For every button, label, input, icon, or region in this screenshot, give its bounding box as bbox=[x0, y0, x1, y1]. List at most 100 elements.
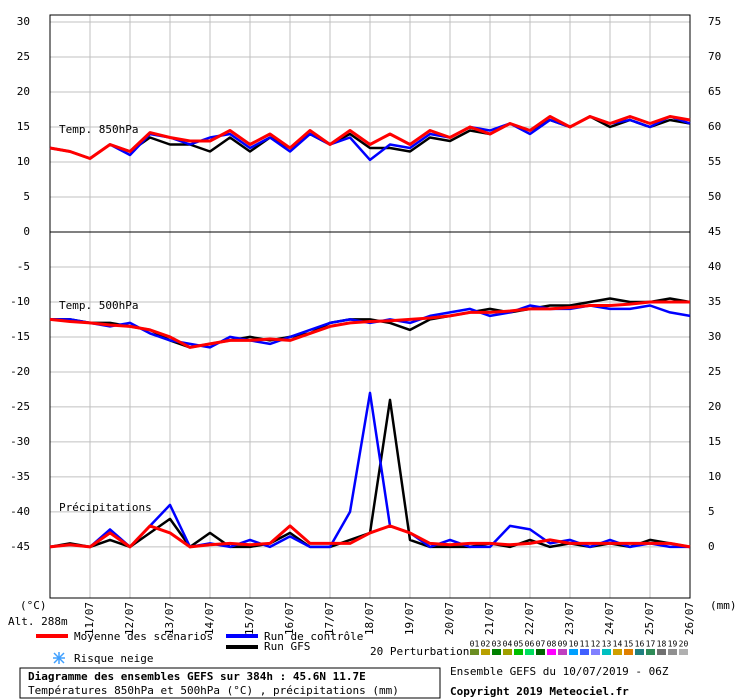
y-tick-label: -45 bbox=[10, 540, 30, 553]
y-tick-label: 0 bbox=[23, 225, 30, 238]
altitude: Alt. 288m bbox=[8, 615, 68, 628]
perturbation-swatch bbox=[569, 649, 578, 655]
perturbation-swatch bbox=[646, 649, 655, 655]
y2-tick-label: 50 bbox=[708, 190, 721, 203]
perturbation-swatch bbox=[470, 649, 479, 655]
perturbation-number: 01 bbox=[470, 640, 480, 649]
x-tick-label: 21/07 bbox=[483, 602, 496, 635]
perturbation-number: 14 bbox=[613, 640, 623, 649]
perturbation-swatch bbox=[657, 649, 666, 655]
perturbation-number: 18 bbox=[657, 640, 667, 649]
perturbation-number: 08 bbox=[547, 640, 557, 649]
perturbation-swatch bbox=[536, 649, 545, 655]
legend-label: Run GFS bbox=[264, 640, 310, 653]
perturbation-number: 10 bbox=[569, 640, 579, 649]
plot: 302520151050-5-10-15-20-25-30-35-40-4575… bbox=[10, 14, 721, 635]
y-tick-label: 25 bbox=[17, 50, 30, 63]
perturbation-number: 12 bbox=[591, 640, 601, 649]
footer-subtitle: Températures 850hPa et 500hPa (°C) , pré… bbox=[28, 684, 399, 697]
y2-tick-label: 25 bbox=[708, 365, 721, 378]
x-tick-label: 25/07 bbox=[643, 602, 656, 635]
x-tick-label: 17/07 bbox=[323, 602, 336, 635]
x-tick-label: 13/07 bbox=[163, 602, 176, 635]
panel-label: Temp. 850hPa bbox=[59, 123, 138, 136]
y2-tick-label: 0 bbox=[708, 540, 715, 553]
y2-tick-label: 45 bbox=[708, 225, 721, 238]
footer-run: Ensemble GEFS du 10/07/2019 - 06Z bbox=[450, 665, 669, 678]
x-tick-label: 22/07 bbox=[523, 602, 536, 635]
perturbation-swatch bbox=[580, 649, 589, 655]
footer-copyright: Copyright 2019 Meteociel.fr bbox=[450, 685, 629, 698]
y2-tick-label: 35 bbox=[708, 295, 721, 308]
perturbation-swatch bbox=[547, 649, 556, 655]
perturbation-number: 09 bbox=[558, 640, 568, 649]
y2-tick-label: 40 bbox=[708, 260, 721, 273]
perturbation-number: 04 bbox=[503, 640, 513, 649]
y2-tick-label: 30 bbox=[708, 330, 721, 343]
x-tick-label: 18/07 bbox=[363, 602, 376, 635]
y2-tick-label: 70 bbox=[708, 50, 721, 63]
y2-tick-label: 10 bbox=[708, 470, 721, 483]
perturbation-number: 17 bbox=[646, 640, 656, 649]
perturbation-number: 03 bbox=[492, 640, 502, 649]
plot-frame bbox=[49, 14, 691, 599]
y-tick-label: 20 bbox=[17, 85, 30, 98]
x-tick-label: 26/07 bbox=[683, 602, 696, 635]
perturbation-swatch bbox=[613, 649, 622, 655]
y2-tick-label: 20 bbox=[708, 400, 721, 413]
panel-label: Précipitations bbox=[59, 501, 152, 514]
perturbation-number: 05 bbox=[514, 640, 524, 649]
perturbation-number: 19 bbox=[668, 640, 678, 649]
y2-tick-label: 75 bbox=[708, 15, 721, 28]
y-tick-label: 5 bbox=[23, 190, 30, 203]
y-tick-label: -10 bbox=[10, 295, 30, 308]
snow-label: Risque neige bbox=[74, 652, 153, 665]
perturbation-number: 15 bbox=[624, 640, 634, 649]
y2-tick-label: 60 bbox=[708, 120, 721, 133]
series-line bbox=[49, 115, 691, 160]
y-tick-label: -5 bbox=[17, 260, 30, 273]
perturbation-swatch bbox=[481, 649, 490, 655]
perturbation-swatch bbox=[492, 649, 501, 655]
perturbations-label: 20 Perturbations bbox=[370, 645, 476, 658]
perturbation-number: 02 bbox=[481, 640, 491, 649]
perturbation-swatch bbox=[514, 649, 523, 655]
perturbation-swatch bbox=[635, 649, 644, 655]
perturbation-number: 16 bbox=[635, 640, 645, 649]
y-tick-label: -40 bbox=[10, 505, 30, 518]
y-tick-label: -35 bbox=[10, 470, 30, 483]
legend-label: Run de contrôle bbox=[264, 630, 363, 643]
x-tick-label: 20/07 bbox=[443, 602, 456, 635]
perturbation-swatch bbox=[558, 649, 567, 655]
snow-icon bbox=[53, 652, 65, 664]
perturbation-number: 20 bbox=[679, 640, 689, 649]
perturbation-number: 13 bbox=[602, 640, 612, 649]
x-tick-label: 15/07 bbox=[243, 602, 256, 635]
footer-title: Diagramme des ensembles GEFS sur 384h : … bbox=[28, 670, 366, 683]
y-tick-label: -25 bbox=[10, 400, 30, 413]
series-line bbox=[49, 524, 691, 549]
y-tick-label: -30 bbox=[10, 435, 30, 448]
perturbation-swatch bbox=[668, 649, 677, 655]
perturbation-swatch bbox=[624, 649, 633, 655]
perturbation-number: 11 bbox=[580, 640, 590, 649]
x-tick-label: 11/07 bbox=[83, 602, 96, 635]
x-tick-label: 23/07 bbox=[563, 602, 576, 635]
y-tick-label: -15 bbox=[10, 330, 30, 343]
perturbation-number: 06 bbox=[525, 640, 535, 649]
legend-label: Moyenne des scénarios bbox=[74, 630, 213, 643]
y-tick-label: -20 bbox=[10, 365, 30, 378]
y-unit: (°C) bbox=[20, 599, 47, 612]
x-tick-label: 19/07 bbox=[403, 602, 416, 635]
x-tick-label: 12/07 bbox=[123, 602, 136, 635]
y-tick-label: 15 bbox=[17, 120, 30, 133]
series-line bbox=[49, 300, 690, 349]
x-tick-label: 16/07 bbox=[283, 602, 296, 635]
y2-unit: (mm) bbox=[710, 599, 737, 612]
footer-box bbox=[19, 667, 441, 699]
perturbation-swatch bbox=[503, 649, 512, 655]
perturbation-swatch bbox=[679, 649, 688, 655]
y2-tick-label: 65 bbox=[708, 85, 721, 98]
x-tick-label: 24/07 bbox=[603, 602, 616, 635]
